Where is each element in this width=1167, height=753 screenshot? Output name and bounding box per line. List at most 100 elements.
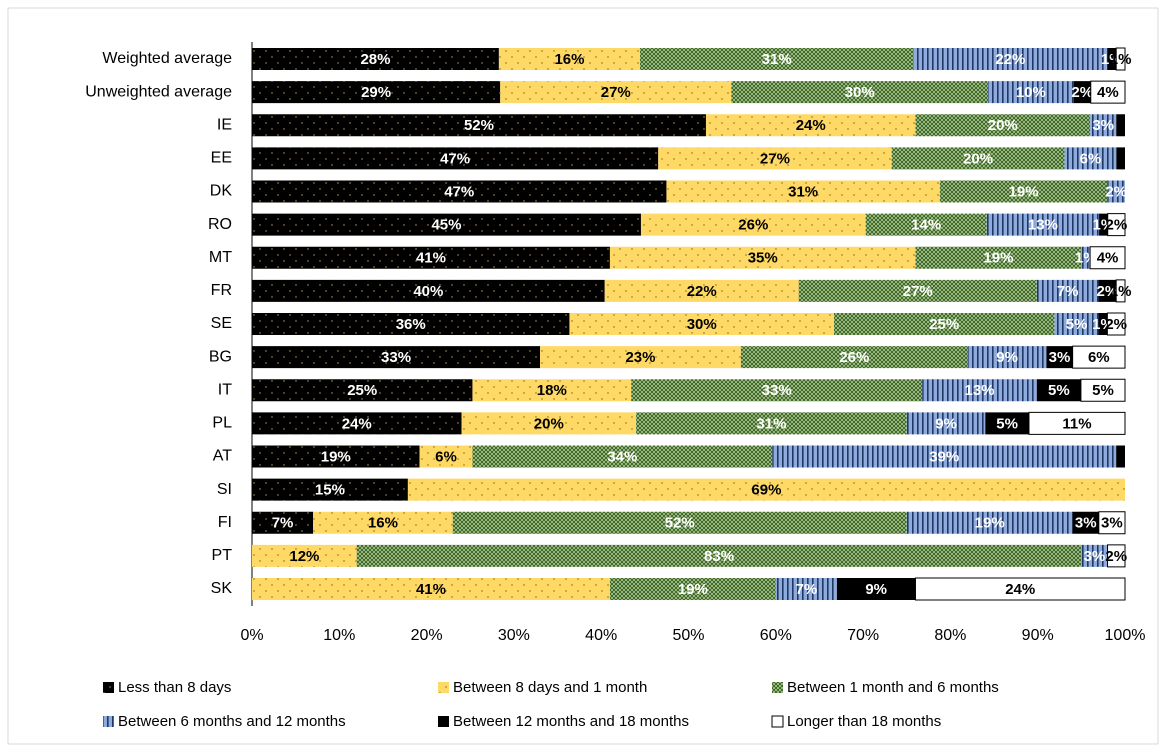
data-label: 31% [762, 51, 792, 68]
data-label: 2% [1106, 217, 1128, 234]
data-label: 19% [1009, 183, 1039, 200]
data-label: 39% [929, 448, 959, 465]
bar-segment [636, 412, 907, 435]
bar-segment [1054, 313, 1099, 335]
category-label: EE [211, 150, 232, 167]
data-label: 19% [678, 581, 708, 598]
bar-segment [913, 48, 1108, 70]
data-label: 35% [748, 250, 778, 267]
bar-segment [1089, 246, 1126, 270]
bar-segment [604, 279, 799, 302]
x-tick-label: 80% [934, 627, 966, 644]
data-label: 45% [431, 217, 461, 234]
data-label: 23% [625, 349, 655, 366]
x-tick-label: 90% [1022, 627, 1054, 644]
bar-segment [356, 544, 1082, 567]
data-label: 29% [361, 84, 391, 101]
bar-segment [500, 81, 732, 104]
data-label: 3% [1092, 117, 1114, 134]
data-label: 9% [996, 349, 1018, 366]
bar-segment [452, 511, 907, 534]
data-label: 28% [360, 51, 390, 68]
data-label: 3% [1084, 548, 1106, 565]
data-label: 22% [687, 283, 717, 300]
data-label: 3% [1049, 349, 1071, 366]
bar-segment [967, 346, 1047, 369]
bar-segment [1090, 114, 1117, 137]
data-label: 5% [1092, 382, 1114, 399]
legend-label: Between 1 month and 6 months [787, 679, 999, 696]
data-label: 4% [1097, 84, 1119, 101]
data-label: 22% [995, 51, 1025, 68]
data-label: 2% [1105, 548, 1127, 565]
category-label: PT [212, 547, 233, 564]
data-label: 18% [537, 382, 567, 399]
data-label: 3% [1075, 515, 1097, 532]
bar-segment [775, 578, 837, 600]
bar-segment [252, 180, 667, 203]
bar-segment [1036, 379, 1081, 402]
category-label: IE [217, 116, 232, 133]
data-label: 15% [315, 482, 345, 499]
bar-segment [609, 578, 776, 600]
data-label: 6% [1080, 150, 1102, 167]
data-label: 24% [342, 415, 372, 432]
legend-swatch [103, 682, 114, 693]
data-label: 83% [704, 548, 734, 565]
bar-segment [1106, 312, 1126, 336]
x-tick-label: 60% [760, 627, 792, 644]
data-label: 31% [788, 183, 818, 200]
data-label: 41% [416, 581, 446, 598]
bar-segment [569, 313, 834, 335]
bar-segment [498, 48, 640, 70]
bar-segment [1116, 114, 1125, 137]
bar-segment [740, 346, 968, 369]
bar-segment [1080, 378, 1126, 402]
data-label: 26% [839, 349, 869, 366]
bar-segment [252, 544, 357, 567]
data-label: 33% [381, 349, 411, 366]
bar-segment [252, 346, 541, 369]
bar-segment [252, 511, 314, 534]
bar-segment [1115, 47, 1126, 71]
data-label: 41% [416, 250, 446, 267]
data-label: 30% [687, 316, 717, 333]
legend-label: Longer than 18 months [787, 713, 941, 730]
data-label: 6% [435, 448, 457, 465]
category-label: Weighted average [102, 50, 232, 67]
data-label: 1% [1110, 51, 1132, 68]
bar-segment [1036, 279, 1099, 302]
data-label: 19% [975, 515, 1005, 532]
data-label: 36% [396, 316, 426, 333]
category-label: RO [208, 216, 232, 233]
data-label: 20% [963, 150, 993, 167]
data-label: 19% [321, 448, 351, 465]
data-label: 25% [347, 382, 377, 399]
bar-segment [1072, 511, 1099, 534]
bar-segment [1115, 279, 1126, 303]
bar-segment [252, 48, 499, 70]
bar-segment [419, 445, 473, 468]
bar-segment [731, 81, 989, 104]
data-label: 6% [1088, 349, 1110, 366]
bar-segment [1028, 411, 1126, 435]
bar-segment [252, 81, 501, 104]
bar-segment [865, 213, 987, 236]
legend-swatch [771, 715, 784, 728]
bar-segment [906, 511, 1073, 534]
bar-segment [252, 578, 610, 600]
x-tick-label: 40% [585, 627, 617, 644]
data-label: 47% [444, 183, 474, 200]
legend-swatch [103, 716, 114, 727]
data-label: 52% [665, 515, 695, 532]
data-label: 9% [935, 415, 957, 432]
category-label: PL [212, 415, 232, 432]
bar-segment [1099, 213, 1108, 236]
data-label: 2% [1071, 84, 1093, 101]
bar-segment [836, 578, 916, 600]
bar-segment [1098, 511, 1126, 535]
bar-segment [914, 577, 1126, 601]
data-label: 7% [272, 515, 294, 532]
data-label: 69% [751, 482, 781, 499]
category-label: SK [211, 580, 233, 597]
